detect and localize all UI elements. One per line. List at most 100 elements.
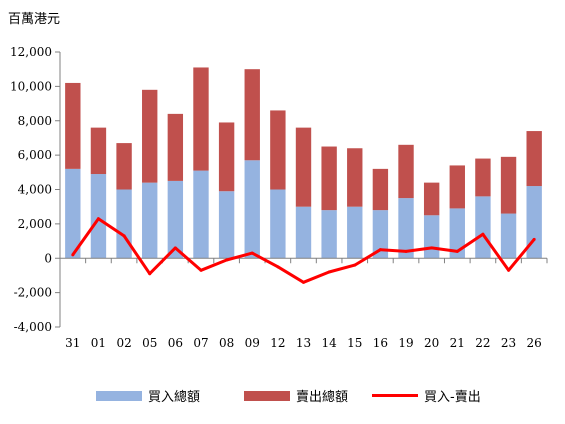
- y-tick-label: 2,000: [18, 217, 52, 231]
- bar-sell-total: [244, 69, 260, 161]
- bar-sell-total: [65, 82, 81, 169]
- bar-buy-total: [90, 174, 107, 259]
- net-line-point: [378, 248, 382, 252]
- net-line-point: [71, 253, 75, 257]
- bar-buy-total: [372, 210, 389, 259]
- bar-sell-total: [218, 122, 235, 192]
- legend-item-buy-total: 買入總額: [96, 386, 200, 405]
- x-tick-label: 13: [296, 336, 311, 350]
- y-tick-label: 8,000: [18, 114, 52, 128]
- net-line-point: [199, 268, 203, 272]
- x-tick-label: 16: [373, 336, 388, 350]
- x-tick-label: 02: [116, 336, 131, 350]
- bar-sell-total: [475, 158, 491, 197]
- bar-buy-total: [193, 170, 209, 259]
- bar-buy-total: [526, 186, 542, 259]
- net-line-point: [507, 268, 511, 272]
- bar-sell-total: [449, 165, 465, 209]
- bar-sell-total: [423, 182, 440, 216]
- bar-buy-total: [500, 213, 517, 259]
- x-axis: 31 01 02 05 06 07 08 09 12 13 14 15 16 19 20 21 22 23 26: [59, 257, 548, 350]
- bar-sell-total: [347, 148, 363, 207]
- bar-buy-total: [475, 196, 491, 259]
- bar-sell-total: [295, 127, 312, 207]
- net-line-point: [353, 263, 357, 267]
- bar-buy-total: [218, 191, 235, 259]
- x-tick-label: 31: [65, 336, 80, 350]
- legend-item-net: 買入-賣出: [372, 386, 481, 405]
- bar-buy-total: [142, 182, 158, 259]
- bar-buy-total: [398, 198, 414, 259]
- legend-swatch-buy: [96, 390, 142, 401]
- bar-sell-total: [90, 127, 107, 175]
- x-tick-label: 23: [501, 336, 516, 350]
- bar-buy-total: [321, 210, 337, 259]
- net-line-point: [430, 246, 434, 250]
- bar-buy-total: [244, 160, 260, 259]
- y-axis: -4,000 -2,000 0 2,000 4,000 6,000 8,000 10,000 1…: [10, 45, 61, 334]
- y-tick-label: -2,000: [14, 286, 52, 300]
- y-tick-label: 4,000: [18, 183, 52, 197]
- bar-sell-total: [500, 156, 517, 214]
- bar-sell-total: [193, 67, 209, 171]
- legend: 買入總額 賣出總額 買入-賣出: [0, 380, 565, 410]
- legend-swatch-net: [372, 394, 418, 397]
- x-tick-label: 12: [270, 336, 285, 350]
- x-tick-label: 26: [527, 336, 542, 350]
- x-tick-label: 01: [91, 336, 106, 350]
- bar-sell-total: [526, 131, 542, 187]
- bar-buy-total: [295, 206, 312, 259]
- legend-item-sell-total: 賣出總額: [244, 386, 348, 405]
- x-tick-label: 20: [424, 336, 439, 350]
- chart-canvas: -4,000 -2,000 0 2,000 4,000 6,000 8,000 10,000 1…: [10, 45, 548, 350]
- bar-buy-total: [449, 208, 465, 259]
- net-line-point: [173, 246, 177, 250]
- x-tick-label: 05: [142, 336, 157, 350]
- bar-sell-total: [142, 89, 158, 183]
- net-line-point: [455, 249, 459, 253]
- net-line-point: [532, 237, 536, 241]
- net-line-point: [225, 258, 229, 262]
- bar-buy-total: [347, 206, 363, 259]
- bar-buy-total: [116, 189, 132, 259]
- legend-label-sell: 賣出總額: [296, 390, 349, 405]
- bar-sell-total: [167, 113, 184, 181]
- y-tick-label: 10,000: [10, 79, 52, 93]
- x-tick-label: 08: [219, 336, 234, 350]
- net-line-point: [327, 270, 331, 274]
- y-axis-unit-label: 百萬港元: [8, 12, 61, 27]
- legend-label-net: 買入-賣出: [424, 390, 481, 405]
- y-tick-label: 6,000: [18, 148, 52, 162]
- y-tick-label: 0: [44, 251, 52, 265]
- x-tick-label: 19: [398, 336, 413, 350]
- net-line-point: [148, 272, 152, 276]
- net-line-point: [481, 232, 485, 236]
- bar-sell-total: [372, 168, 389, 211]
- y-tick-label: -4,000: [14, 320, 52, 334]
- x-tick-label: 22: [475, 336, 490, 350]
- net-line-point: [96, 217, 100, 221]
- net-line-point: [404, 249, 408, 253]
- bar-buy-total: [270, 189, 286, 259]
- bar-buy-total: [65, 168, 81, 259]
- x-tick-label: 07: [193, 336, 208, 350]
- bar-buy-total: [167, 180, 184, 259]
- bar-sell-total: [398, 144, 414, 199]
- x-tick-label: 15: [347, 336, 362, 350]
- legend-swatch-sell: [244, 390, 290, 401]
- x-tick-label: 09: [245, 336, 260, 350]
- bar-buy-total: [423, 215, 440, 259]
- net-line-point: [302, 280, 305, 284]
- x-tick-label: 06: [168, 336, 183, 350]
- bar-series-group: [65, 67, 542, 259]
- bar-sell-total: [321, 146, 337, 211]
- y-tick-label: 12,000: [10, 45, 52, 59]
- net-line-point: [122, 234, 126, 238]
- x-tick-label: 14: [321, 336, 337, 350]
- x-tick-label: 21: [450, 336, 465, 350]
- net-line-point: [250, 251, 254, 255]
- line-series-group: [71, 217, 536, 284]
- net-line-point: [276, 265, 280, 269]
- legend-label-buy: 買入總額: [148, 390, 201, 405]
- bar-sell-total: [116, 143, 132, 190]
